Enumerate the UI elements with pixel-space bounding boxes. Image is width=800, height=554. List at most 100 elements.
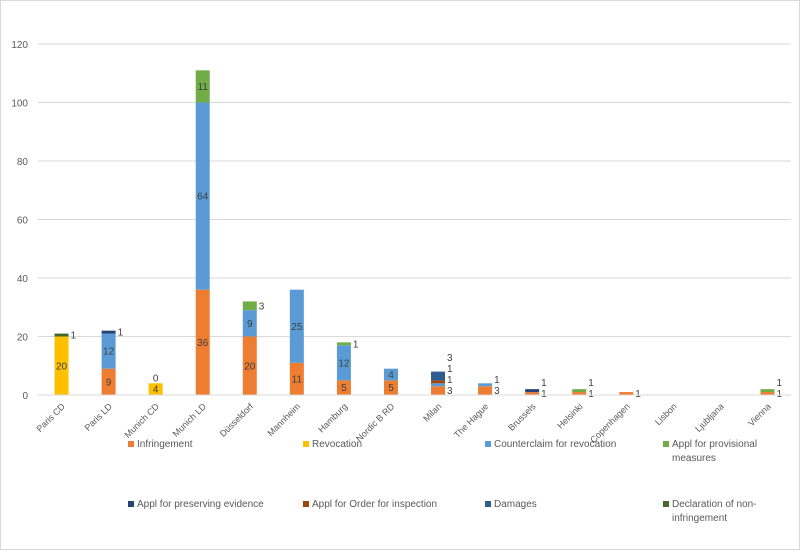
bar-segment: [101, 333, 116, 369]
data-label: 64: [197, 192, 209, 203]
bar-segment: [760, 389, 775, 393]
bar-segment: [431, 380, 446, 384]
legend-label: Revocation: [312, 439, 363, 450]
data-label: 1: [588, 378, 594, 389]
legend-item: Appl for provisional measures: [663, 438, 800, 466]
bar-segment: [195, 70, 210, 103]
x-tick-label: Paris LD: [83, 401, 115, 433]
x-tick-label: Munich LD: [171, 401, 209, 439]
bar-segment: [242, 301, 257, 311]
legend-swatch: [663, 501, 669, 507]
data-label: 1: [494, 375, 500, 386]
x-tick-label: Vienna: [746, 401, 773, 428]
legend-item: Appl for preserving evidence: [128, 498, 264, 512]
x-tick-label: Mannheim: [265, 401, 302, 438]
bar-segment: [54, 336, 69, 395]
legend-label: Appl for provisional measures: [672, 439, 758, 464]
legend-swatch: [303, 501, 309, 507]
x-tick-label: Hamburg: [316, 401, 349, 434]
bar-segment: [336, 380, 351, 395]
bar-segment: [478, 386, 493, 395]
legend-swatch: [663, 441, 669, 447]
legend-item: Damages: [485, 498, 537, 512]
x-tick-label: Lisbon: [653, 401, 679, 427]
bar-segment: [289, 289, 304, 363]
data-label: 9: [247, 319, 253, 330]
legend-label: Declaration of non- infringement: [672, 499, 757, 524]
bar-segment: [431, 371, 446, 381]
bar-segment: [101, 368, 116, 395]
bar-segment: [148, 383, 163, 395]
y-tick-label: 60: [17, 216, 29, 227]
data-label: 9: [106, 377, 112, 388]
bar-segment: [572, 392, 587, 395]
x-tick-label: Brussels: [506, 401, 538, 433]
legend-item: Infringement: [128, 438, 193, 452]
data-label: 4: [388, 370, 394, 381]
bar-segment: [431, 383, 446, 387]
x-tick-label: The Hague: [452, 401, 491, 440]
data-label: 3: [259, 301, 265, 312]
bar-segment: [525, 392, 540, 395]
y-tick-label: 80: [17, 157, 29, 168]
data-label: 11: [198, 82, 209, 93]
legend-label: Infringement: [137, 439, 193, 450]
x-tick-label: Munich CD: [123, 401, 162, 440]
x-tick-label: Düsseldorf: [218, 401, 256, 439]
data-label: 3: [447, 386, 453, 397]
data-label: 20: [56, 361, 68, 372]
legend-item: Appl for Order for inspection: [303, 498, 437, 512]
data-label: 0: [153, 373, 159, 384]
legend-swatch: [485, 441, 491, 447]
bar-segment: [289, 362, 304, 395]
legend-item: Revocation: [303, 438, 362, 452]
legend-label: Appl for preserving evidence: [137, 499, 264, 510]
bar-segment: [431, 386, 446, 395]
bar-segment: [101, 330, 116, 334]
bar-segment: [525, 389, 540, 393]
legend-label: Damages: [494, 499, 537, 510]
data-label: 25: [291, 322, 303, 333]
y-tick-label: 100: [11, 99, 28, 110]
data-label: 1: [541, 378, 547, 389]
bar-segment: [760, 392, 775, 395]
bar-segment: [336, 342, 351, 346]
data-label: 3: [494, 386, 500, 397]
data-label: 12: [338, 358, 350, 369]
data-label: 11: [292, 374, 303, 385]
data-label: 36: [197, 338, 209, 349]
y-tick-label: 20: [17, 333, 29, 344]
bar-segment: [383, 368, 398, 381]
data-label: 4: [153, 385, 159, 396]
legend-label: Appl for Order for inspection: [312, 499, 438, 510]
data-label: 1: [776, 378, 782, 389]
data-label: 1: [447, 375, 453, 386]
bar-segment: [54, 333, 69, 337]
x-tick-label: Milan: [421, 401, 443, 423]
legend-swatch: [303, 441, 309, 447]
data-label: 12: [103, 347, 115, 358]
x-tick-label: Ljubljana: [693, 401, 726, 434]
y-tick-label: 40: [17, 274, 29, 285]
bar-segment: [383, 380, 398, 395]
legend-swatch: [128, 441, 134, 447]
data-label: 20: [244, 361, 256, 372]
data-label: 1: [447, 364, 453, 375]
y-tick-label: 0: [22, 391, 28, 402]
data-label: 5: [341, 383, 347, 394]
bar-segment: [242, 336, 257, 395]
data-label: 1: [71, 331, 77, 342]
data-label: 1: [118, 328, 124, 339]
legend-item: Counterclaim for revocation: [485, 438, 616, 452]
x-tick-label: Paris CD: [34, 401, 67, 434]
data-label: 1: [353, 339, 359, 350]
legend-label: Counterclaim for revocation: [494, 439, 617, 450]
data-label: 5: [388, 383, 394, 394]
bar-segment: [242, 310, 257, 337]
bar-segment: [478, 383, 493, 387]
bar-segment: [336, 345, 351, 381]
x-tick-label: Helsinki: [555, 401, 584, 430]
data-label: 3: [447, 353, 453, 364]
